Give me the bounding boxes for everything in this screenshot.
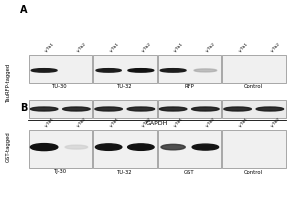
Bar: [93, 100, 157, 118]
Text: γ-Tb2: γ-Tb2: [206, 42, 217, 53]
Text: γ-Tb2: γ-Tb2: [141, 42, 152, 53]
Text: γ-Tb2: γ-Tb2: [270, 117, 281, 128]
Ellipse shape: [96, 69, 121, 72]
Text: GAPDH: GAPDH: [146, 121, 168, 126]
Text: Control: Control: [244, 170, 263, 174]
Text: γ-Tb2: γ-Tb2: [141, 117, 152, 128]
Ellipse shape: [95, 144, 122, 150]
Text: RFP: RFP: [184, 84, 194, 90]
Ellipse shape: [159, 107, 187, 111]
Ellipse shape: [161, 144, 185, 150]
Bar: [222, 130, 286, 168]
Bar: [222, 100, 286, 118]
Text: TU-30: TU-30: [52, 84, 68, 90]
Text: γ-Tb1: γ-Tb1: [173, 42, 184, 53]
Text: TJ-30: TJ-30: [54, 170, 67, 174]
Text: γ-Tb1: γ-Tb1: [173, 117, 184, 128]
Ellipse shape: [30, 144, 58, 151]
Text: TauRFP-tagged: TauRFP-tagged: [5, 62, 10, 102]
Ellipse shape: [194, 69, 217, 72]
Ellipse shape: [63, 107, 90, 111]
Bar: [222, 55, 286, 83]
Ellipse shape: [127, 107, 154, 111]
Ellipse shape: [128, 69, 154, 72]
Ellipse shape: [65, 145, 88, 149]
Text: TU-32: TU-32: [117, 170, 133, 174]
Ellipse shape: [192, 107, 219, 111]
Ellipse shape: [224, 107, 251, 111]
Text: γ-Tb2: γ-Tb2: [76, 42, 88, 53]
Bar: [158, 130, 221, 168]
Text: GST: GST: [184, 170, 195, 174]
Ellipse shape: [30, 107, 58, 111]
Text: GST-tagged: GST-tagged: [5, 132, 10, 162]
Text: γ-Tb1: γ-Tb1: [109, 117, 120, 128]
Text: TU-32: TU-32: [117, 84, 133, 90]
Ellipse shape: [160, 69, 186, 72]
Ellipse shape: [95, 107, 122, 111]
Text: Control: Control: [244, 84, 263, 90]
Bar: [93, 55, 157, 83]
Bar: [93, 130, 157, 168]
Bar: [158, 100, 221, 118]
Text: γ-Tb1: γ-Tb1: [109, 42, 120, 53]
Text: γ-Tb2: γ-Tb2: [206, 117, 217, 128]
Ellipse shape: [256, 107, 284, 111]
Ellipse shape: [31, 69, 57, 72]
Text: γ-Tb1: γ-Tb1: [44, 117, 56, 128]
Text: γ-Tb1: γ-Tb1: [238, 117, 249, 128]
Text: γ-Tb2: γ-Tb2: [76, 117, 88, 128]
Text: A: A: [20, 5, 28, 15]
Text: γ-Tb1: γ-Tb1: [44, 42, 56, 53]
Ellipse shape: [192, 144, 219, 150]
Bar: [28, 100, 92, 118]
Text: γ-Tb1: γ-Tb1: [238, 42, 249, 53]
Text: γ-Tb2: γ-Tb2: [270, 42, 281, 53]
Bar: [158, 55, 221, 83]
Bar: [28, 55, 92, 83]
Ellipse shape: [128, 144, 154, 150]
Text: B: B: [20, 103, 27, 113]
Bar: [28, 130, 92, 168]
